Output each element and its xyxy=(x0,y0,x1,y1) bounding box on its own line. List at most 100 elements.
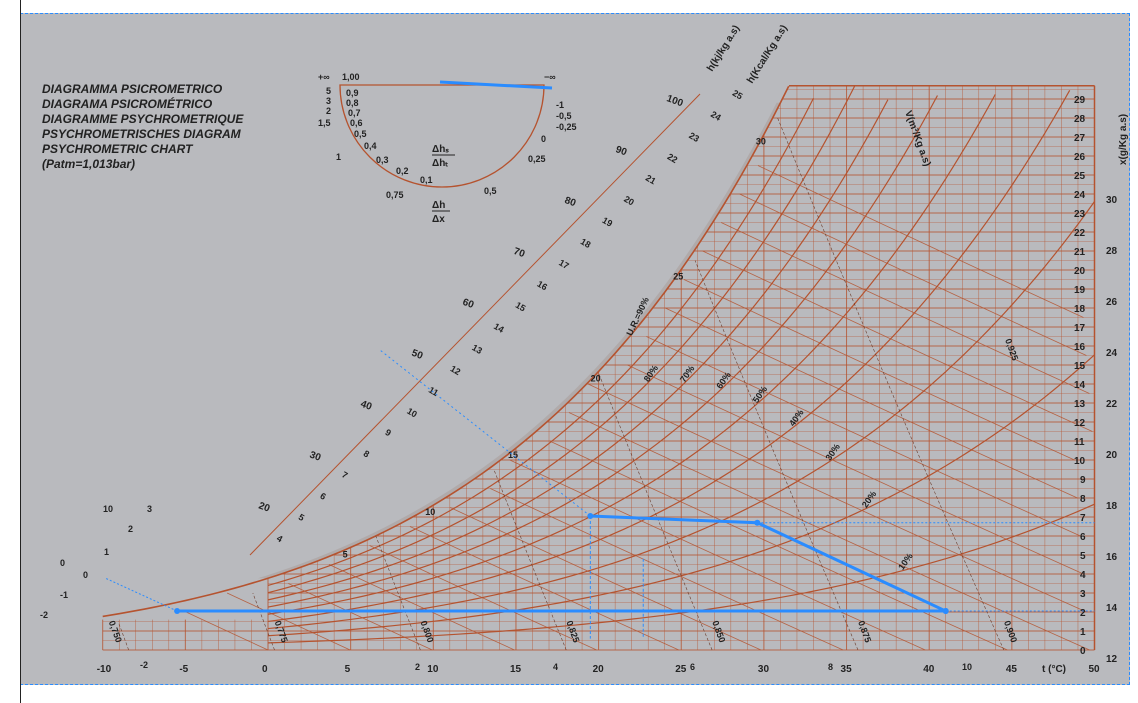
pressure-tick-label: 22 xyxy=(1106,399,1118,410)
ratio1-num: Δhₛ xyxy=(432,144,449,155)
y-tick-label: 9 xyxy=(1080,475,1086,486)
prot-inner-label: 0,2 xyxy=(396,166,409,176)
prot-right-label: 0,25 xyxy=(528,154,546,164)
y-axis-label: x(g/Kg a.s) xyxy=(1118,114,1129,165)
enthalpy-kj-label: h(kj/kg a.s) xyxy=(705,23,742,73)
y-tick-label: 24 xyxy=(1074,190,1086,201)
volume-tick-label: 0,850 xyxy=(710,619,727,644)
left-scale-label: 0 xyxy=(60,558,65,568)
left-scale-label: 1 xyxy=(104,547,109,557)
prot-minus-inf: −∞ xyxy=(544,72,556,82)
title-es: DIAGRAMA PSICROMÉTRICO xyxy=(42,96,213,111)
enthalpy-line xyxy=(328,564,515,651)
rh-curve xyxy=(267,97,815,587)
prot-inner-label: 0,1 xyxy=(420,175,433,185)
y-tick-label: 27 xyxy=(1074,133,1086,144)
prot-right-label: -1 xyxy=(556,100,564,110)
enthalpy-line xyxy=(509,459,926,651)
enthalpy-kj-tick: 100 xyxy=(665,93,685,109)
x-tick-label: 10 xyxy=(427,664,439,675)
prot-left-label: 3 xyxy=(326,96,331,106)
prot-inner-label: 0,6 xyxy=(350,118,363,128)
left-scale-label: 3 xyxy=(147,504,152,514)
enthalpy-line xyxy=(226,592,351,651)
enthalpy-kj-tick: 50 xyxy=(410,348,425,362)
pressure-note: (Patm=1,013bar) xyxy=(42,157,135,171)
prot-right-label: 0,5 xyxy=(484,186,497,196)
prot-right-label: 0,75 xyxy=(386,190,404,200)
volume-line xyxy=(117,621,129,651)
y-tick-label: 3 xyxy=(1080,589,1086,600)
y-tick-label: 13 xyxy=(1074,399,1086,410)
prot-right-label: -0,5 xyxy=(556,111,572,121)
ratio1-den: Δhₜ xyxy=(432,158,448,169)
x-tick-label: 5 xyxy=(345,664,351,675)
pressure-tick-label: 30 xyxy=(1106,195,1118,206)
rh-tick-label: 30% xyxy=(823,442,842,462)
y-tick-label: 11 xyxy=(1074,437,1085,448)
enthalpy-kj-tick: 40 xyxy=(359,399,374,413)
prot-inner-label: 0,7 xyxy=(348,108,361,118)
enthalpy-kj-tick: 20 xyxy=(257,500,272,514)
rh-curve xyxy=(267,85,856,594)
pressure-tick-label: 28 xyxy=(1106,246,1118,257)
saturation-curve xyxy=(102,85,790,618)
enthalpy-kcal-tick: 10 xyxy=(405,406,419,420)
pressure-tick-label: 14 xyxy=(1106,603,1118,614)
pressure-tick-label: 18 xyxy=(1106,501,1118,512)
wet-bulb-label: 30 xyxy=(756,137,766,147)
y-tick-label: 7 xyxy=(1080,513,1086,524)
prot-right-label: -0,25 xyxy=(556,122,577,132)
protractor: +∞ 1,00 −∞ Δhₛ Δhₜ Δh Δx xyxy=(318,72,556,225)
y-tick-label: 4 xyxy=(1080,570,1086,581)
enthalpy-kcal-tick: 13 xyxy=(470,342,484,356)
y-tick-label: 15 xyxy=(1074,361,1086,372)
x-axis-label: t (°C) xyxy=(1042,664,1066,675)
bottom-extra-label: 10 xyxy=(962,662,972,672)
title-fr: DIAGRAMME PSYCHROMETRIQUE xyxy=(42,112,244,126)
wet-bulb-label: 10 xyxy=(425,507,435,517)
rh-curve xyxy=(267,90,1071,623)
enthalpy-kcal-tick: 20 xyxy=(622,194,636,208)
enthalpy-line xyxy=(185,611,269,651)
left-scale-label: 10 xyxy=(103,504,113,514)
enthalpy-line xyxy=(568,412,1090,651)
pressure-tick-label: 20 xyxy=(1106,450,1118,461)
wet-bulb-label: 5 xyxy=(343,549,348,559)
guide-line xyxy=(379,349,591,517)
enthalpy-kj-tick: 70 xyxy=(512,246,527,260)
y-tick-label: 20 xyxy=(1074,266,1086,277)
enthalpy-kcal-tick: 21 xyxy=(644,173,658,187)
enthalpy-kcal-tick: 11 xyxy=(427,385,440,398)
enthalpy-kcal-tick: 19 xyxy=(601,215,615,229)
protractor-indicator xyxy=(439,80,553,90)
ratio2-den: Δx xyxy=(432,214,445,225)
y-tick-label: 18 xyxy=(1074,304,1086,315)
title-en: PSYCHROMETRIC CHART xyxy=(42,142,194,156)
enthalpy-line xyxy=(369,545,597,651)
volume-line xyxy=(375,535,421,651)
guide-line xyxy=(104,577,178,612)
x-tick-label: 45 xyxy=(1006,664,1018,675)
ratio2-num: Δh xyxy=(432,200,445,211)
rh-tick-label: 20% xyxy=(860,489,879,509)
volume-tick-label: 0,775 xyxy=(273,619,290,644)
enthalpy-line xyxy=(757,165,1084,318)
enthalpy-kcal-tick: 4 xyxy=(275,533,284,544)
enthalpy-line xyxy=(683,279,1075,461)
left-scale-label: -2 xyxy=(140,660,148,670)
enthalpy-line xyxy=(702,250,1093,432)
enthalpy-line xyxy=(490,488,844,651)
x-tick-label: 25 xyxy=(675,664,687,675)
bottom-extra-label: 2 xyxy=(415,662,420,672)
x-tick-label: 40 xyxy=(923,664,935,675)
enthalpy-kcal-label: h(Kcal/Kg a.s) xyxy=(745,23,790,85)
y-tick-label: 26 xyxy=(1074,152,1086,163)
volume-tick-label: 0,925 xyxy=(1003,337,1020,362)
left-scale-label: -1 xyxy=(60,590,68,600)
bottom-extra-label: 6 xyxy=(690,662,695,672)
rh-tick-label: 50% xyxy=(751,384,770,404)
process-overlay xyxy=(104,349,1095,639)
y-tick-label: 14 xyxy=(1074,380,1086,391)
